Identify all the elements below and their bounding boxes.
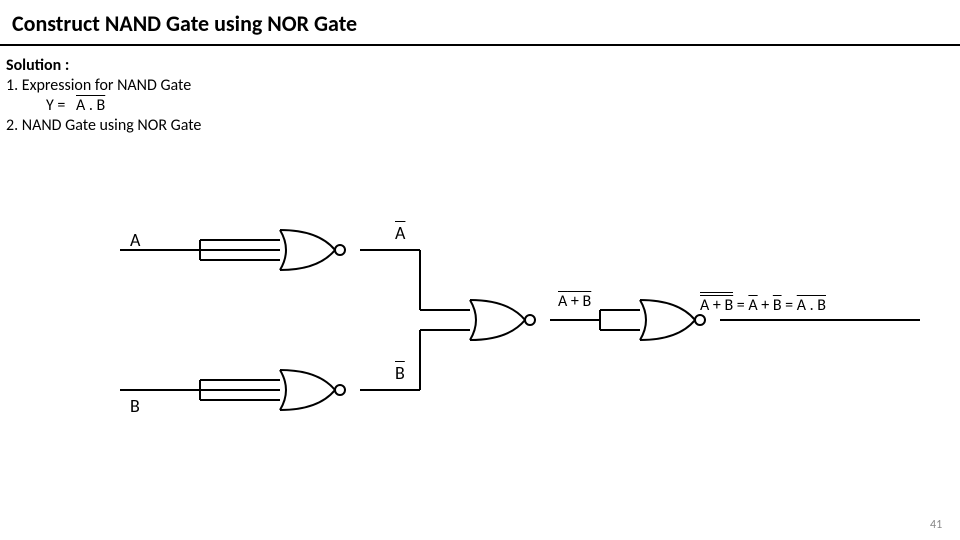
signal-label: A + B xyxy=(558,292,591,311)
svg-text:B: B xyxy=(130,395,140,417)
svg-text:A: A xyxy=(130,229,141,251)
signal-label: A + B = A + B = A . B xyxy=(700,292,826,315)
circuit-diagram: AB xyxy=(0,0,960,540)
page-number: 41 xyxy=(930,518,942,532)
signal-label: B xyxy=(395,362,405,384)
signal-label: A xyxy=(395,222,405,244)
